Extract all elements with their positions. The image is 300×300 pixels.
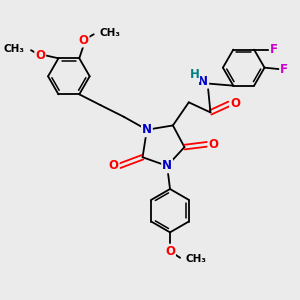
- Text: O: O: [208, 138, 218, 151]
- Text: N: N: [162, 159, 172, 172]
- Text: CH₃: CH₃: [186, 254, 207, 264]
- Text: O: O: [165, 244, 175, 258]
- Text: CH₃: CH₃: [4, 44, 25, 54]
- Text: N: N: [142, 123, 152, 136]
- Text: F: F: [280, 63, 288, 76]
- Text: O: O: [109, 159, 119, 172]
- Text: N: N: [198, 75, 208, 88]
- Text: O: O: [79, 34, 88, 46]
- Text: H: H: [190, 68, 200, 81]
- Text: F: F: [270, 43, 278, 56]
- Text: O: O: [35, 49, 45, 62]
- Text: CH₃: CH₃: [100, 28, 121, 38]
- Text: O: O: [230, 97, 240, 110]
